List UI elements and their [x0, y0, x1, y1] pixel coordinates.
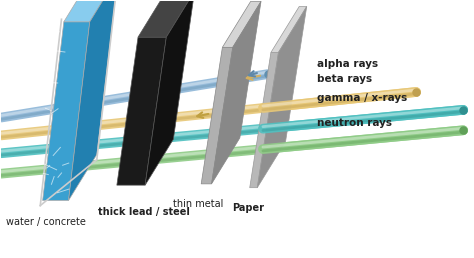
Text: thin metal: thin metal	[173, 199, 224, 209]
Polygon shape	[138, 0, 195, 37]
Text: alpha rays: alpha rays	[317, 59, 378, 69]
Polygon shape	[211, 1, 261, 184]
Text: beta rays: beta rays	[317, 74, 372, 84]
Polygon shape	[201, 47, 233, 184]
Text: gamma / x-rays: gamma / x-rays	[317, 93, 407, 103]
Text: water / concrete: water / concrete	[6, 217, 86, 227]
Polygon shape	[257, 6, 307, 188]
Text: thick lead / steel: thick lead / steel	[98, 207, 190, 217]
Polygon shape	[117, 37, 166, 185]
Polygon shape	[69, 0, 118, 200]
Polygon shape	[64, 0, 118, 22]
Text: neutron rays: neutron rays	[317, 118, 392, 128]
Polygon shape	[43, 22, 90, 200]
Polygon shape	[271, 6, 307, 52]
Polygon shape	[250, 52, 278, 188]
Polygon shape	[145, 0, 195, 185]
Text: Paper: Paper	[232, 203, 264, 213]
Polygon shape	[222, 1, 261, 47]
